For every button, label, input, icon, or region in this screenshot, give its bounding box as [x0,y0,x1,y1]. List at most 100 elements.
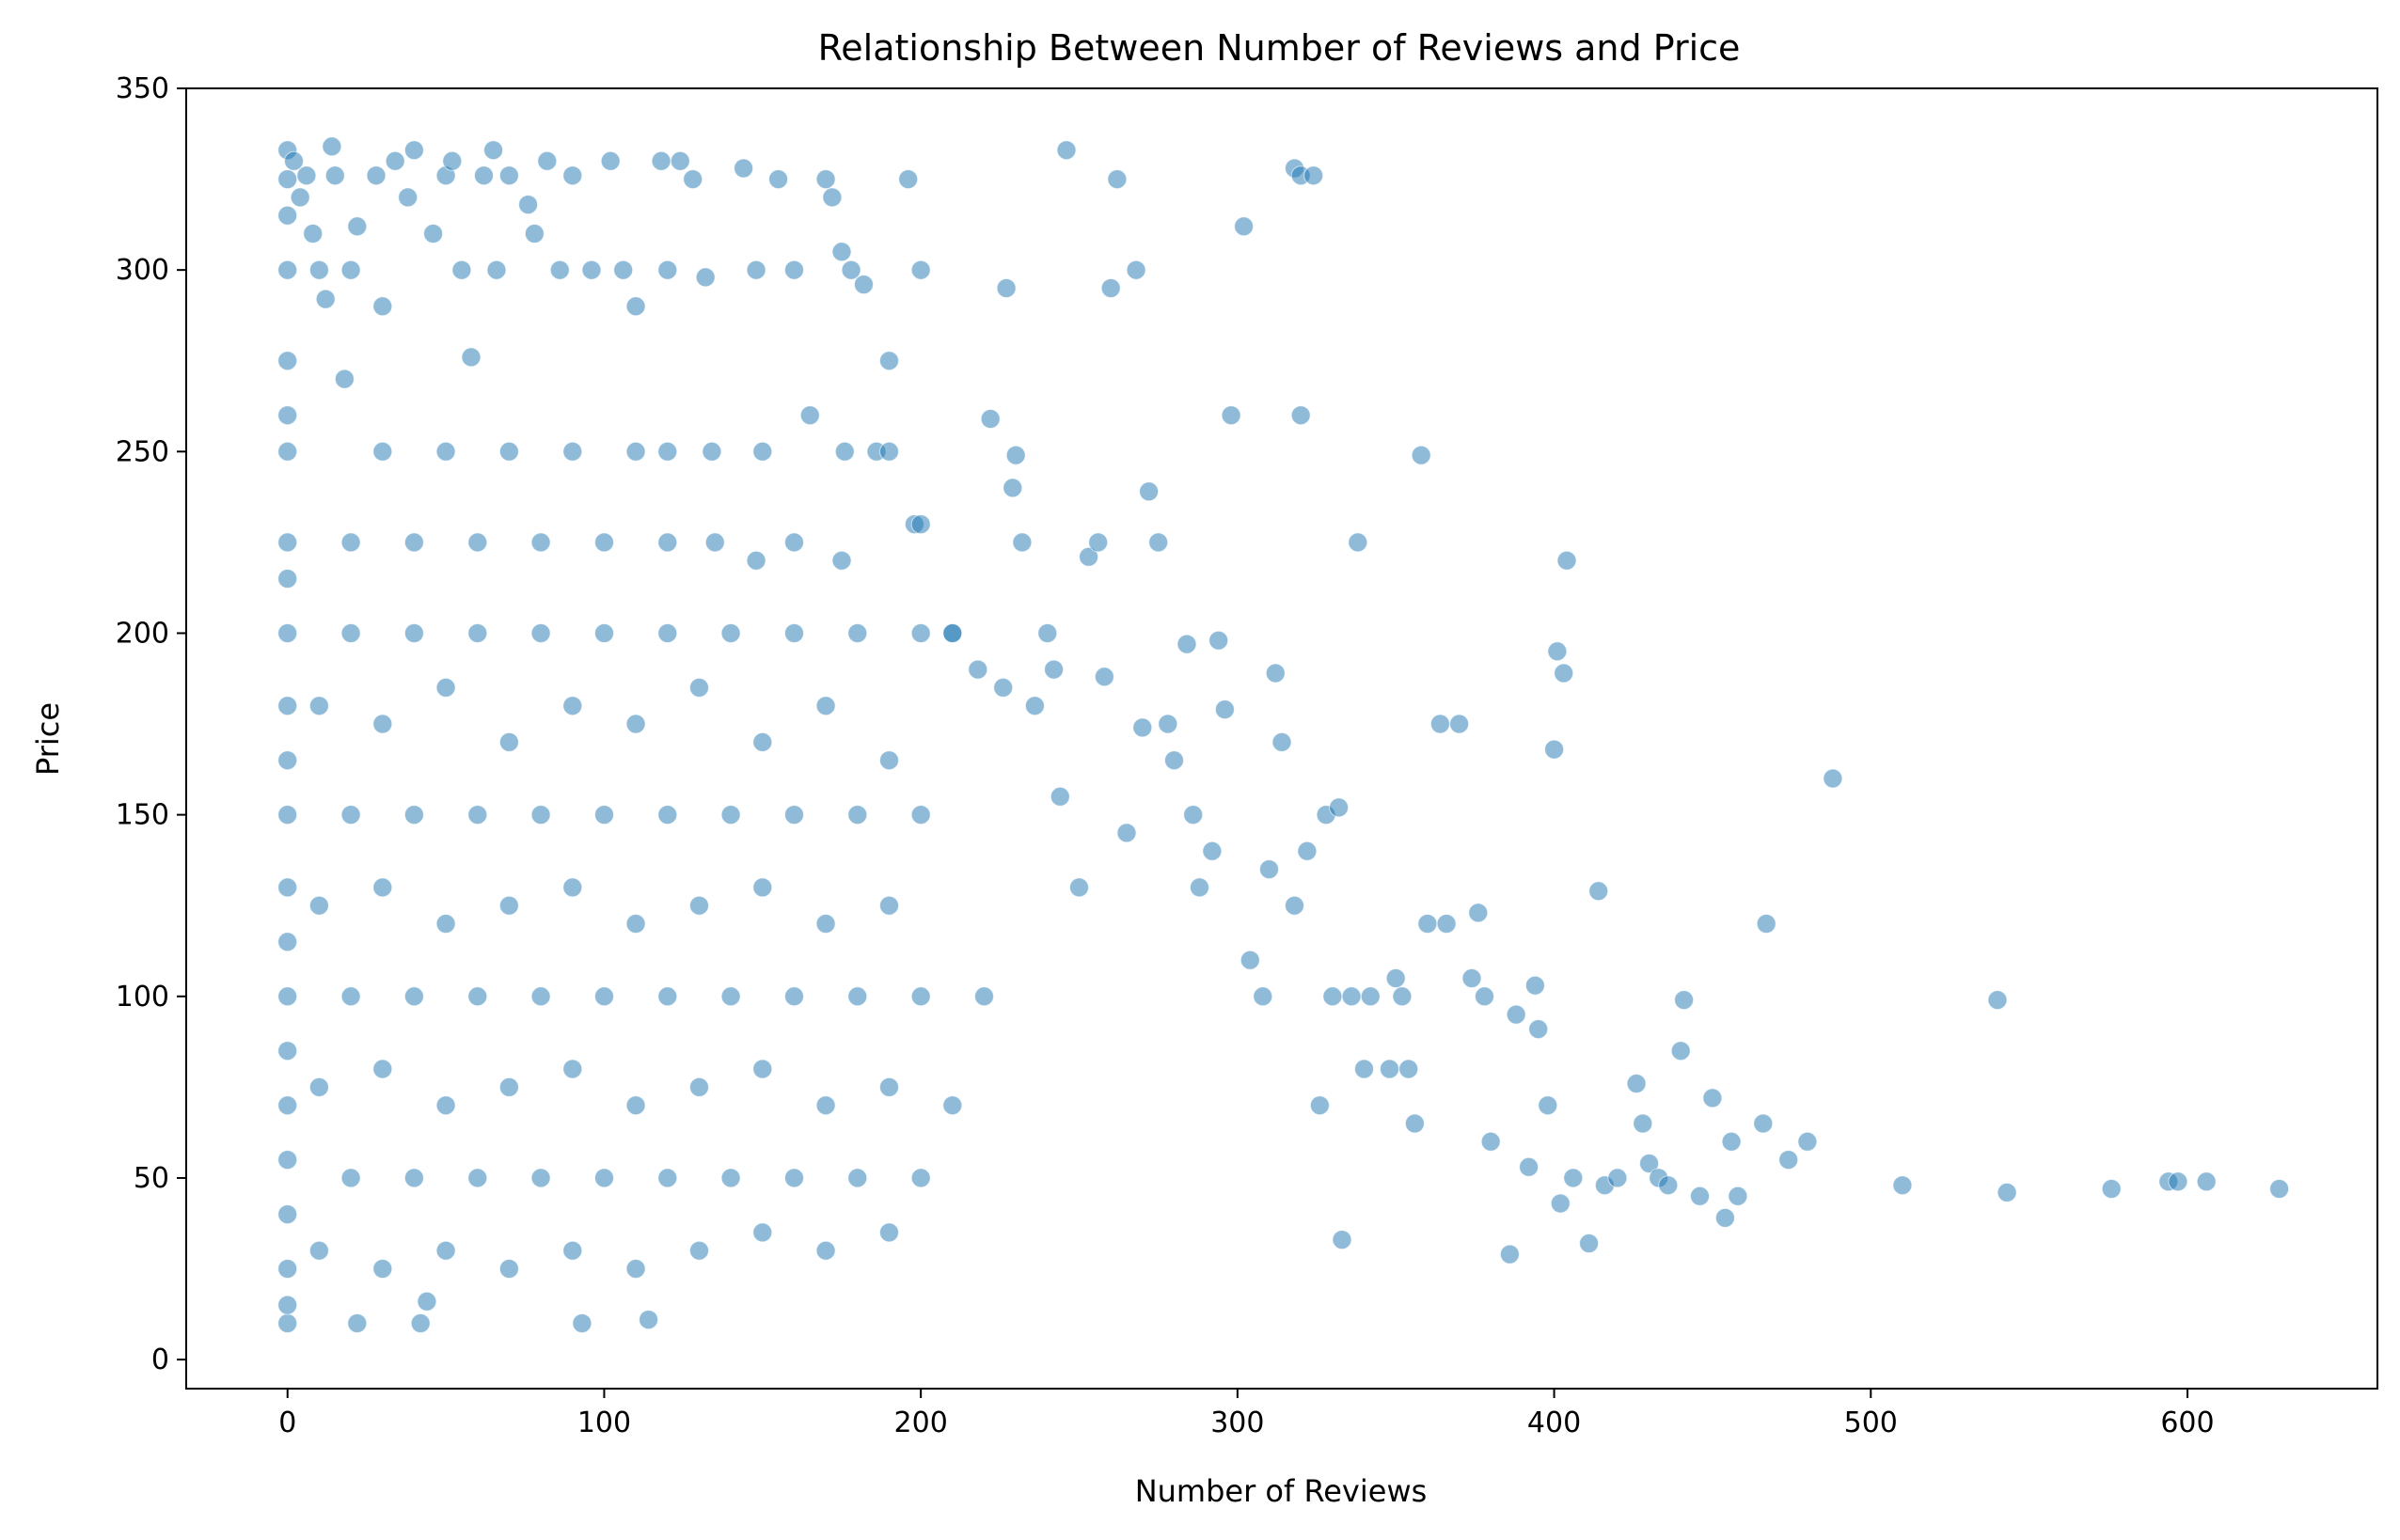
data-point [372,877,393,898]
data-point [562,441,583,462]
data-point [1475,986,1494,1007]
data-point [372,296,393,317]
data-point [1544,739,1565,760]
data-point [1588,881,1609,902]
data-point [734,158,754,179]
data-point [524,224,545,244]
data-point [442,150,463,171]
data-point [822,187,843,208]
data-point [467,532,488,553]
data-point [980,409,1001,429]
data-point [530,805,551,825]
data-point [486,259,507,280]
data-point [1756,914,1776,934]
data-point [910,805,931,825]
data-point [1116,823,1137,843]
data-point [435,1095,456,1116]
data-point [879,351,899,371]
data-point [657,805,678,825]
data-point [277,1295,298,1315]
data-point [1297,841,1318,861]
data-point [308,259,329,280]
x-tick-label: 300 [1210,1406,1264,1439]
data-point [879,1222,899,1243]
data-point [483,140,504,161]
data-point [372,714,393,734]
data-point [910,1168,931,1188]
data-point [689,1240,709,1261]
data-point [651,150,671,171]
data-point [752,731,773,752]
scatter-points [277,136,2290,1333]
data-point [1079,546,1099,567]
data-point [1214,699,1235,720]
data-point [670,150,690,171]
data-point [1670,1041,1691,1061]
data-point [1398,1059,1419,1079]
data-point [1107,169,1128,190]
data-point [1139,481,1160,502]
data-point [752,1222,773,1243]
data-point [815,1240,836,1261]
x-tick-label: 100 [577,1406,631,1439]
data-point [720,986,741,1007]
data-point [600,150,621,171]
data-point [1607,1168,1628,1188]
data-point [657,259,678,280]
data-point [277,877,298,898]
data-point [1332,1230,1352,1250]
y-tick-label: 200 [116,617,169,650]
data-point [815,1095,836,1116]
data-point [1556,550,1577,571]
x-axis-label: Number of Reviews [1135,1473,1428,1509]
data-point [1380,1059,1399,1079]
data-point [340,986,361,1007]
data-point [1417,914,1438,934]
data-point [879,441,899,462]
data-point [910,514,931,535]
data-point [1003,478,1023,498]
x-axis-ticks: 0 100 200 300 400 500 600 [278,1389,2215,1439]
data-point [720,1168,741,1188]
data-point [625,296,646,317]
data-point [1702,1088,1723,1108]
data-point [815,914,836,934]
data-point [562,877,583,898]
data-point [277,1041,298,1061]
data-point [704,532,725,553]
data-point [784,623,804,643]
data-point [1126,259,1146,280]
data-point [403,986,424,1007]
data-point [549,259,570,280]
data-point [1797,1131,1818,1152]
data-point [1506,1004,1526,1025]
data-point [910,259,931,280]
data-point [530,1168,551,1188]
chart-title: Relationship Between Number of Reviews a… [818,27,1741,69]
data-point [594,532,614,553]
data-point [1429,714,1450,734]
data-point [2101,1179,2122,1199]
data-point [639,1310,659,1330]
data-point [1411,445,1431,465]
data-point [474,165,494,186]
data-point [1069,877,1089,898]
data-point [1148,532,1169,553]
data-point [347,216,368,237]
data-point [752,877,773,898]
data-point [498,731,519,752]
data-point [417,1291,437,1312]
data-point [657,532,678,553]
data-point [1778,1150,1799,1171]
data-point [1094,667,1114,687]
data-point [689,895,709,916]
data-point [1385,968,1406,988]
data-point [277,1204,298,1225]
data-point [1183,805,1204,825]
data-point [996,278,1017,298]
data-point [625,1259,646,1279]
data-point [296,165,317,186]
data-point [1721,1131,1742,1152]
data-point [277,205,298,226]
